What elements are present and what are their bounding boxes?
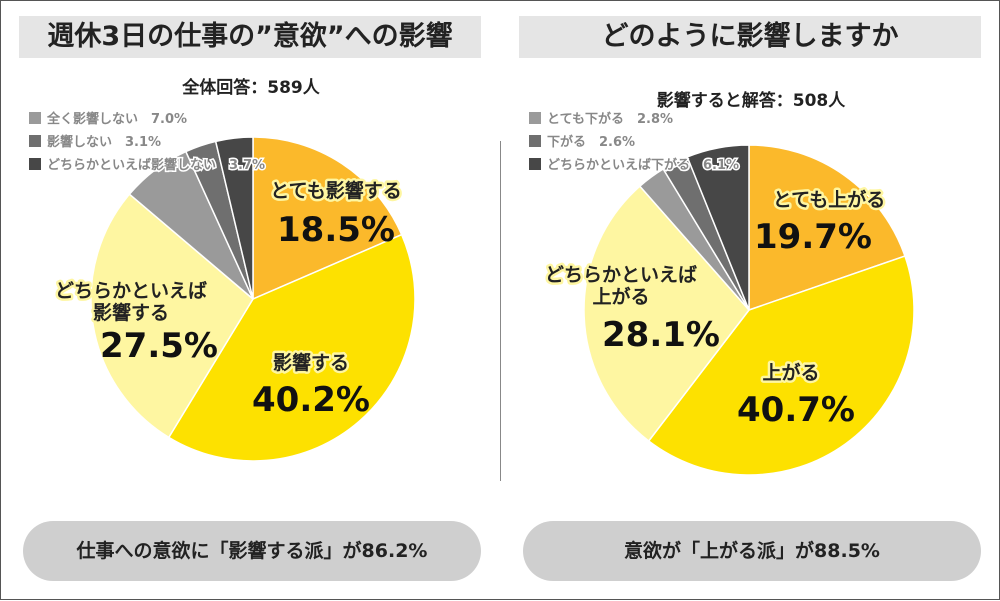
left-slice-label-2-1: 影響する (93, 301, 169, 324)
right-legend-label-0: とても下がる 2.8% (547, 111, 673, 127)
left-legend-swatch-0 (29, 112, 41, 124)
right-pie-slice-5 (686, 144, 750, 311)
left-slice-value-1: 40.2% (252, 380, 370, 420)
left-legend-label-2: どちらかといえば影響しない 3.7% (47, 157, 265, 173)
right-slice-value-0: 19.7% (754, 217, 872, 257)
right-legend-label-2: どちらかといえば下がる 6.1% (547, 157, 739, 173)
left-pie-slice-5 (214, 136, 254, 300)
panel-divider (500, 141, 501, 481)
right-legend-swatch-2 (529, 158, 541, 170)
left-respondent-count: 全体回答：589人 (182, 78, 320, 98)
left-slice-value-2: 27.5% (100, 326, 218, 366)
left-pie-slice-0 (252, 136, 403, 301)
right-respondent-count: 影響すると解答：508人 (656, 91, 846, 111)
right-slice-label-2-1: 上がる (592, 285, 649, 308)
right-pie-slice-1 (647, 255, 915, 476)
left-pie-slice-1 (167, 233, 416, 462)
right-pie-slice-0 (748, 144, 906, 312)
right-legend-swatch-0 (529, 112, 541, 124)
right-slice-label-2-0: どちらかといえば (545, 264, 697, 286)
left-legend-swatch-1 (29, 135, 41, 147)
left-legend-label-1: 影響しない 3.1% (47, 134, 161, 150)
right-legend-label-1: 下がる 2.6% (547, 134, 635, 150)
left-legend-label-0: 全く影響しない 7.0% (46, 111, 187, 127)
left-chart-title: 週休3日の仕事の”意欲”への影響 (19, 16, 481, 58)
right-slice-value-2: 28.1% (602, 315, 720, 355)
right-pie-slice-2 (583, 185, 750, 443)
left-slice-label-2-0: どちらかといえば (55, 280, 207, 302)
left-slice-value-0: 18.5% (277, 210, 395, 250)
right-slice-label-0-0: とても上がる (773, 188, 885, 211)
right-summary-badge: 意欲が「上がる派」が88.5% (523, 521, 981, 581)
left-legend-swatch-2 (29, 158, 41, 170)
right-slice-value-1: 40.7% (737, 390, 855, 430)
left-summary-badge: 仕事への意欲に「影響する派」が86.2% (23, 521, 481, 581)
left-slice-label-1-0: 影響する (273, 351, 349, 374)
left-pie-slice-2 (90, 193, 254, 439)
left-slice-label-0-0: とても影響する (270, 179, 401, 202)
right-chart-title: どのように影響しますか (519, 16, 981, 58)
right-legend-swatch-1 (529, 135, 541, 147)
right-slice-label-1-0: 上がる (762, 361, 819, 384)
